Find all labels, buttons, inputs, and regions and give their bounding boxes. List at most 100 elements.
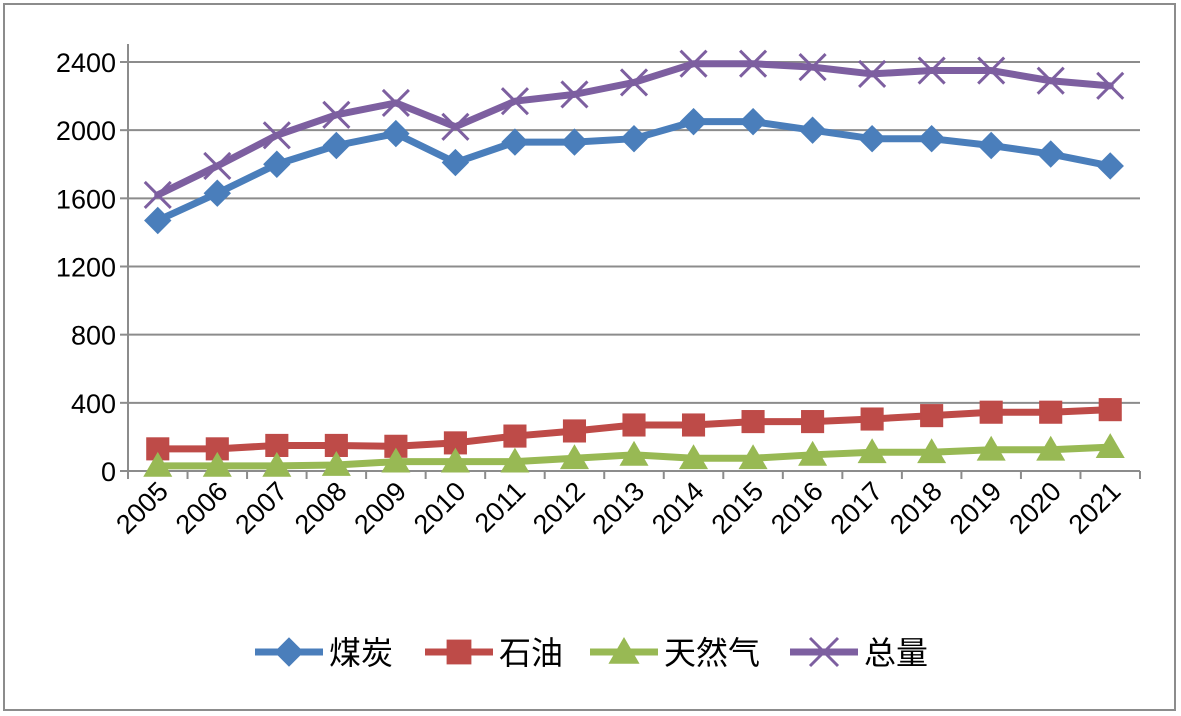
- y-axis-ticks: 0 400 800 1200 1600 2000 2400: [56, 48, 116, 487]
- data-point: [1036, 435, 1066, 461]
- x-tick-label: 2016: [765, 476, 829, 540]
- data-point: [263, 150, 291, 178]
- data-point: [977, 56, 1006, 85]
- x-tick-label: 2010: [408, 476, 472, 540]
- data-point: [203, 151, 232, 181]
- data-point: [977, 131, 1005, 160]
- data-point: [559, 444, 589, 470]
- data-point: [203, 179, 232, 207]
- legend-label: 天然气: [664, 634, 760, 672]
- data-point: [143, 451, 173, 477]
- data-point: [501, 128, 529, 156]
- data-point: [920, 404, 944, 428]
- data-point: [322, 131, 351, 160]
- data-point: [322, 100, 351, 129]
- data-point: [262, 121, 291, 150]
- data-point: [500, 87, 530, 116]
- x-tick-label: 2014: [646, 476, 710, 540]
- x-tick-label: 2013: [587, 476, 651, 540]
- x-tick-label: 2019: [944, 476, 1008, 540]
- data-point: [619, 440, 649, 466]
- axes: [120, 44, 1141, 479]
- data-point: [562, 419, 587, 443]
- data-point: [143, 180, 172, 209]
- data-point: [798, 116, 827, 144]
- data-point: [1096, 152, 1124, 180]
- legend-item: 总量: [790, 634, 928, 672]
- legend-item: 石油: [425, 634, 563, 672]
- data-point: [440, 447, 470, 473]
- data-point: [858, 59, 887, 88]
- data-point: [560, 80, 589, 109]
- data-point: [798, 440, 828, 466]
- data-point: [1036, 140, 1065, 168]
- x-tick-label: 2008: [289, 476, 353, 540]
- gridlines: [128, 61, 1140, 404]
- x-tick-label: 2005: [110, 476, 174, 540]
- data-point: [738, 444, 768, 470]
- data-point: [679, 107, 708, 136]
- legend: 煤炭 石油 天然气 总量: [255, 634, 928, 672]
- legend-marker: [608, 637, 640, 664]
- series-3: [143, 49, 1125, 209]
- data-point: [976, 435, 1006, 461]
- data-point: [1039, 400, 1063, 424]
- data-point: [1095, 433, 1125, 459]
- y-tick-label: 1200: [56, 253, 116, 283]
- chart-frame: [3, 3, 1176, 711]
- data-point: [441, 112, 470, 141]
- x-tick-label: 2006: [170, 476, 234, 540]
- data-point: [500, 447, 530, 473]
- data-point: [381, 88, 410, 117]
- data-point: [917, 124, 946, 153]
- x-tick-label: 2015: [706, 476, 770, 540]
- data-point: [738, 49, 768, 78]
- data-point: [382, 119, 410, 148]
- x-tick-label: 2009: [348, 476, 412, 540]
- x-axis-ticks: 2005200620072008200920102011201220132014…: [110, 476, 1126, 540]
- data-point: [679, 49, 708, 78]
- y-tick-label: 800: [71, 321, 116, 351]
- legend-label: 石油: [499, 634, 563, 672]
- data-point: [681, 413, 706, 437]
- y-tick-label: 400: [71, 389, 116, 419]
- x-tick-label: 2021: [1063, 476, 1127, 540]
- data-point: [262, 451, 292, 477]
- y-tick-label: 2000: [56, 116, 116, 146]
- series-lines: [143, 49, 1125, 477]
- data-point: [1096, 71, 1125, 100]
- data-point: [503, 424, 527, 448]
- series-0: [144, 107, 1124, 235]
- data-point: [917, 438, 947, 464]
- data-point: [1098, 398, 1122, 422]
- y-tick-label: 0: [101, 457, 116, 487]
- series-2: [143, 433, 1125, 477]
- data-point: [860, 407, 884, 431]
- data-point: [441, 148, 470, 177]
- legend-marker: [808, 636, 840, 668]
- x-tick-label: 2018: [884, 476, 948, 540]
- data-point: [202, 451, 232, 477]
- data-point: [381, 447, 411, 473]
- y-tick-label: 2400: [56, 48, 116, 78]
- legend-item: 煤炭: [255, 634, 393, 672]
- x-tick-label: 2011: [469, 476, 531, 538]
- x-tick-label: 2007: [229, 476, 293, 540]
- data-point: [619, 68, 649, 97]
- legend-marker: [446, 639, 472, 665]
- y-tick-label: 1600: [56, 184, 116, 214]
- data-point: [321, 451, 351, 476]
- data-point: [979, 400, 1003, 424]
- data-point: [620, 124, 648, 153]
- data-point: [917, 56, 946, 85]
- data-point: [1036, 66, 1065, 95]
- data-point: [144, 206, 172, 235]
- data-point: [622, 413, 646, 437]
- legend-marker: [274, 637, 304, 667]
- data-point: [679, 444, 709, 470]
- series-1: [146, 398, 1122, 461]
- x-tick-label: 2017: [825, 476, 889, 540]
- data-point: [857, 438, 887, 464]
- data-point: [560, 128, 589, 156]
